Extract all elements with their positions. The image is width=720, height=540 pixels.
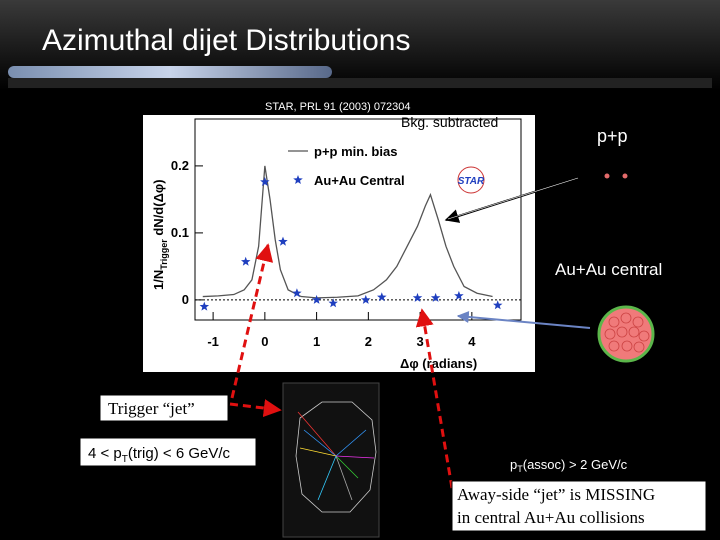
star-point [278, 236, 288, 246]
legend-label: p+p min. bias [314, 144, 397, 159]
trigger-label: Trigger “jet” [108, 399, 195, 418]
y-axis-label: 1/NTrigger dN/d(Δφ) [151, 179, 169, 290]
x-tick-label: 3 [416, 334, 423, 349]
legend-label: Au+Au Central [314, 173, 405, 188]
star-point [292, 288, 302, 298]
title: Azimuthal dijet Distributions [42, 24, 410, 57]
arrow-edge [447, 177, 579, 220]
pp-line [202, 165, 493, 299]
text: (assoc) > 2 GeV/c [523, 457, 628, 472]
event-tracks [295, 401, 377, 513]
bkg-note: Bkg. subtracted [401, 114, 498, 130]
text: 4 < p [88, 445, 122, 462]
subscript: Trigger [159, 239, 169, 270]
x-tick-label: 1 [313, 334, 320, 349]
star-point [328, 298, 338, 308]
pp-label: p+p [597, 126, 628, 146]
nucleus [597, 305, 655, 363]
x-axis-label: Δφ (radians) [400, 356, 477, 371]
star-point [361, 294, 371, 304]
text: dN/d(Δφ) [151, 179, 166, 239]
trigger-cut: 4 < pT(trig) < 6 GeV/c [88, 445, 231, 465]
subscript: T [517, 464, 523, 474]
text: Δφ [400, 356, 419, 371]
text: (trig) < 6 GeV/c [128, 445, 231, 462]
trigger-cut-box [79, 437, 257, 467]
title-bar [8, 66, 332, 78]
star-point [241, 256, 251, 266]
arrow [456, 311, 591, 329]
event-display [282, 382, 380, 538]
text: p [510, 457, 517, 472]
star-point [430, 292, 441, 302]
text: 1/N [151, 270, 166, 290]
x-tick-label: 2 [365, 334, 372, 349]
y-tick-label: 0.1 [171, 225, 189, 240]
red-arrows [229, 243, 454, 489]
nucleons [604, 312, 650, 353]
plot-image [143, 115, 535, 372]
star-point [454, 290, 464, 300]
y-tick-label: 0 [182, 292, 189, 307]
proton [622, 173, 628, 179]
legend-swatch [293, 175, 303, 184]
conclusion-box [451, 480, 707, 532]
x-tick-label: 0 [261, 334, 268, 349]
star-point [493, 300, 503, 310]
auau-label: Au+Au central [555, 260, 662, 279]
x-tick-label: -1 [207, 334, 219, 349]
trigger-box [99, 394, 229, 422]
logo [457, 166, 485, 194]
star-point [199, 301, 210, 311]
y-tick-label: 0.2 [171, 158, 189, 173]
star-point [412, 292, 423, 302]
star-point [311, 294, 322, 304]
conclusion-line: in central Au+Au collisions [457, 508, 645, 527]
plot: -1 0 1 2 3 4 0 0.1 0.2 Δφ (radians) 1/NTrigger dN/… [151, 118, 522, 371]
x-tick-label: 4 [468, 334, 476, 349]
plot-frame [194, 118, 522, 321]
proton [604, 173, 610, 179]
subscript: T [122, 454, 128, 465]
assoc-cut: pT(assoc) > 2 GeV/c [510, 457, 628, 474]
star-point [377, 292, 387, 302]
logo-text: STAR [458, 176, 485, 187]
title-rule [8, 78, 712, 88]
conclusion-line: Away-side “jet” is MISSING [457, 485, 655, 504]
text: (radians) [419, 356, 478, 371]
star-point [260, 177, 270, 186]
reference: STAR, PRL 91 (2003) 072304 [265, 101, 411, 113]
